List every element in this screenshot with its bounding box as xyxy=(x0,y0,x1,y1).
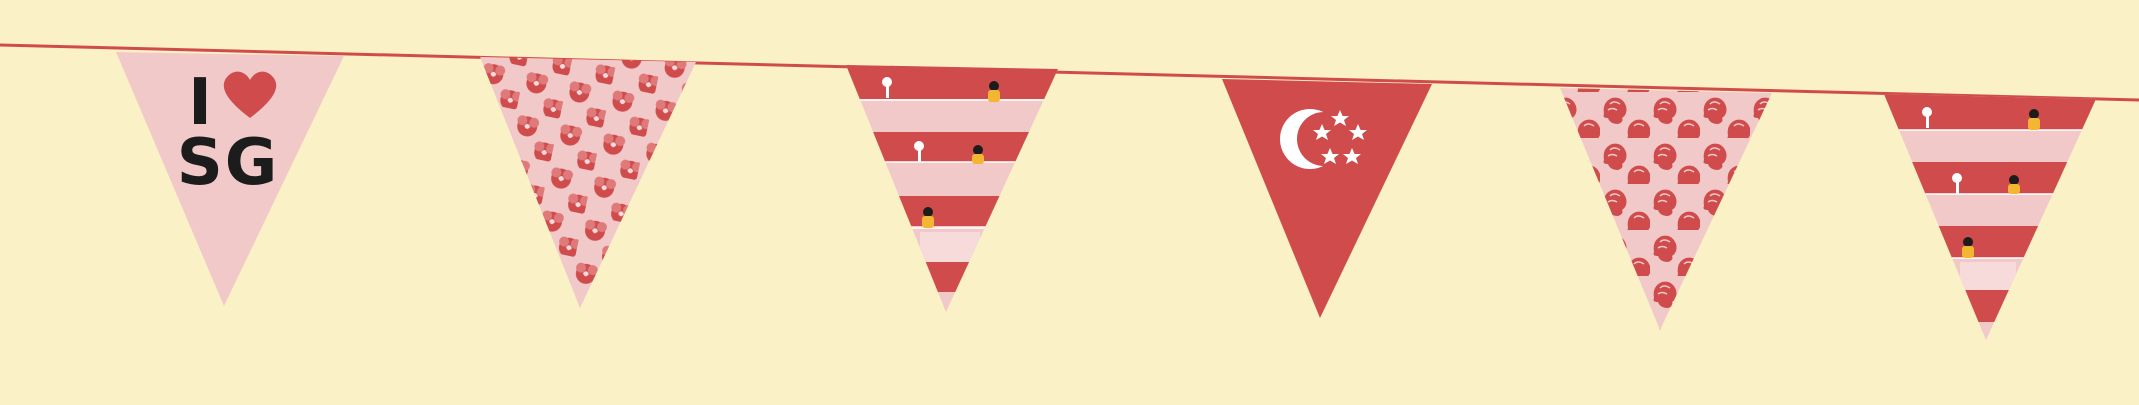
plant-icon xyxy=(882,77,892,98)
plant-icon xyxy=(914,141,924,162)
flag-text-sg: SG xyxy=(177,126,280,200)
person-icon xyxy=(2008,175,2020,194)
flag-singapore-crescent xyxy=(1222,79,1432,318)
flag-text-i: I xyxy=(188,66,212,140)
flag-i-love-sg: I SG xyxy=(116,52,344,306)
bunting-string xyxy=(0,43,2139,102)
flag-merlion-pattern xyxy=(1560,88,1772,330)
plant-icon xyxy=(1952,173,1962,194)
star-icon xyxy=(1313,110,1367,164)
heart-icon xyxy=(223,71,277,118)
person-icon xyxy=(972,145,984,164)
person-icon xyxy=(1962,237,1974,258)
flag-hdb-balcony-2 xyxy=(1884,94,2096,340)
person-icon xyxy=(2028,109,2040,130)
person-icon xyxy=(988,81,1000,102)
flag-hdb-balcony-1 xyxy=(846,65,1058,312)
flag-orchid-pattern xyxy=(480,57,696,308)
person-icon xyxy=(922,207,934,228)
plant-icon xyxy=(1922,107,1932,128)
